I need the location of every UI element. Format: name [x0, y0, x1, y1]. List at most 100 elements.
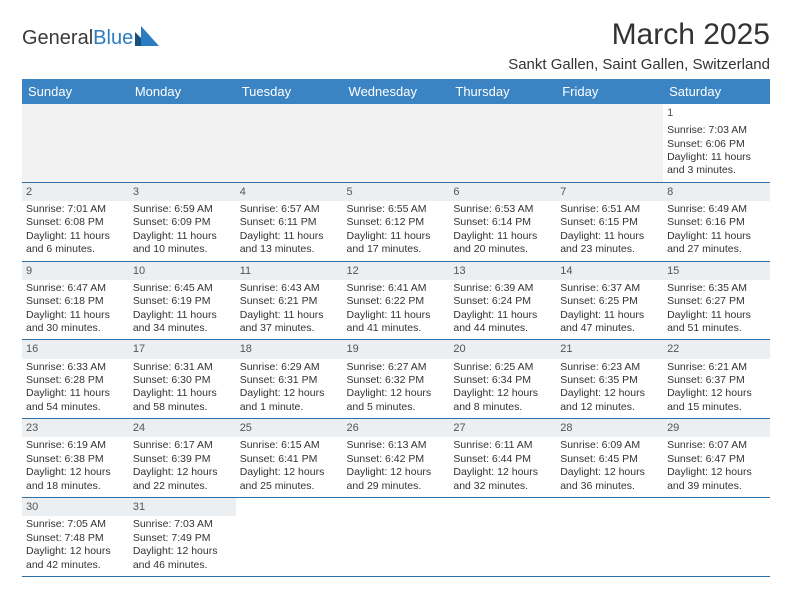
- d2-text: and 58 minutes.: [133, 401, 232, 414]
- calendar-cell: [449, 498, 556, 577]
- day-number: 25: [236, 419, 343, 437]
- calendar-cell: [236, 498, 343, 577]
- d2-text: and 34 minutes.: [133, 322, 232, 335]
- calendar-cell: [343, 104, 450, 182]
- weekday-header: Thursday: [449, 79, 556, 104]
- d1-text: Daylight: 11 hours: [133, 309, 232, 322]
- day-number: 13: [449, 262, 556, 280]
- weekday-header: Wednesday: [343, 79, 450, 104]
- d1-text: Daylight: 11 hours: [347, 230, 446, 243]
- sunset-text: Sunset: 6:16 PM: [667, 216, 766, 229]
- d2-text: and 15 minutes.: [667, 401, 766, 414]
- sunrise-text: Sunrise: 6:13 AM: [347, 439, 446, 452]
- day-number: 22: [663, 340, 770, 358]
- sunset-text: Sunset: 6:15 PM: [560, 216, 659, 229]
- d2-text: and 20 minutes.: [453, 243, 552, 256]
- d1-text: Daylight: 12 hours: [26, 545, 125, 558]
- d2-text: and 29 minutes.: [347, 480, 446, 493]
- calendar-cell: [22, 104, 129, 182]
- sunrise-text: Sunrise: 6:31 AM: [133, 361, 232, 374]
- d1-text: Daylight: 12 hours: [26, 466, 125, 479]
- weekday-header: Tuesday: [236, 79, 343, 104]
- d1-text: Daylight: 11 hours: [26, 387, 125, 400]
- d2-text: and 12 minutes.: [560, 401, 659, 414]
- calendar-cell: 22Sunrise: 6:21 AMSunset: 6:37 PMDayligh…: [663, 340, 770, 419]
- sunset-text: Sunset: 6:22 PM: [347, 295, 446, 308]
- sunset-text: Sunset: 6:47 PM: [667, 453, 766, 466]
- d1-text: Daylight: 12 hours: [453, 466, 552, 479]
- sunrise-text: Sunrise: 6:09 AM: [560, 439, 659, 452]
- d2-text: and 47 minutes.: [560, 322, 659, 335]
- sunrise-text: Sunrise: 7:01 AM: [26, 203, 125, 216]
- d2-text: and 6 minutes.: [26, 243, 125, 256]
- d2-text: and 37 minutes.: [240, 322, 339, 335]
- calendar-cell: 16Sunrise: 6:33 AMSunset: 6:28 PMDayligh…: [22, 340, 129, 419]
- sunrise-text: Sunrise: 7:03 AM: [667, 124, 766, 137]
- day-number: 28: [556, 419, 663, 437]
- day-number: 29: [663, 419, 770, 437]
- day-number: 27: [449, 419, 556, 437]
- sunrise-text: Sunrise: 7:03 AM: [133, 518, 232, 531]
- day-number: 23: [22, 419, 129, 437]
- calendar-table: Sunday Monday Tuesday Wednesday Thursday…: [22, 79, 770, 577]
- logo-text: GeneralBlue: [22, 27, 133, 50]
- d1-text: Daylight: 11 hours: [133, 387, 232, 400]
- logo-mark-icon: [135, 26, 161, 51]
- d2-text: and 54 minutes.: [26, 401, 125, 414]
- day-number: 2: [22, 183, 129, 201]
- logo-word2: Blue: [93, 27, 133, 49]
- sunset-text: Sunset: 6:14 PM: [453, 216, 552, 229]
- d1-text: Daylight: 12 hours: [240, 466, 339, 479]
- d2-text: and 1 minute.: [240, 401, 339, 414]
- calendar-cell: 31Sunrise: 7:03 AMSunset: 7:49 PMDayligh…: [129, 498, 236, 577]
- d1-text: Daylight: 11 hours: [133, 230, 232, 243]
- calendar-cell: 5Sunrise: 6:55 AMSunset: 6:12 PMDaylight…: [343, 182, 450, 261]
- sunrise-text: Sunrise: 7:05 AM: [26, 518, 125, 531]
- calendar-cell: 11Sunrise: 6:43 AMSunset: 6:21 PMDayligh…: [236, 261, 343, 340]
- calendar-row: 2Sunrise: 7:01 AMSunset: 6:08 PMDaylight…: [22, 182, 770, 261]
- month-title: March 2025: [508, 18, 770, 52]
- sunrise-text: Sunrise: 6:07 AM: [667, 439, 766, 452]
- calendar-cell: 6Sunrise: 6:53 AMSunset: 6:14 PMDaylight…: [449, 182, 556, 261]
- sunset-text: Sunset: 7:48 PM: [26, 532, 125, 545]
- sunset-text: Sunset: 6:09 PM: [133, 216, 232, 229]
- day-number: 30: [22, 498, 129, 516]
- calendar-cell: 14Sunrise: 6:37 AMSunset: 6:25 PMDayligh…: [556, 261, 663, 340]
- weekday-header: Monday: [129, 79, 236, 104]
- sunrise-text: Sunrise: 6:17 AM: [133, 439, 232, 452]
- d1-text: Daylight: 11 hours: [26, 230, 125, 243]
- sunrise-text: Sunrise: 6:45 AM: [133, 282, 232, 295]
- calendar-cell: 3Sunrise: 6:59 AMSunset: 6:09 PMDaylight…: [129, 182, 236, 261]
- weekday-header: Friday: [556, 79, 663, 104]
- sunrise-text: Sunrise: 6:27 AM: [347, 361, 446, 374]
- title-block: March 2025 Sankt Gallen, Saint Gallen, S…: [508, 18, 770, 73]
- d1-text: Daylight: 11 hours: [453, 230, 552, 243]
- d2-text: and 5 minutes.: [347, 401, 446, 414]
- calendar-cell: 8Sunrise: 6:49 AMSunset: 6:16 PMDaylight…: [663, 182, 770, 261]
- d2-text: and 23 minutes.: [560, 243, 659, 256]
- d1-text: Daylight: 12 hours: [347, 387, 446, 400]
- calendar-cell: [343, 498, 450, 577]
- sunset-text: Sunset: 6:27 PM: [667, 295, 766, 308]
- sunset-text: Sunset: 6:24 PM: [453, 295, 552, 308]
- d2-text: and 18 minutes.: [26, 480, 125, 493]
- sunrise-text: Sunrise: 6:19 AM: [26, 439, 125, 452]
- d2-text: and 10 minutes.: [133, 243, 232, 256]
- calendar-row: 16Sunrise: 6:33 AMSunset: 6:28 PMDayligh…: [22, 340, 770, 419]
- sunset-text: Sunset: 6:11 PM: [240, 216, 339, 229]
- calendar-cell: 1Sunrise: 7:03 AMSunset: 6:06 PMDaylight…: [663, 104, 770, 182]
- d2-text: and 51 minutes.: [667, 322, 766, 335]
- day-number: 20: [449, 340, 556, 358]
- calendar-cell: 27Sunrise: 6:11 AMSunset: 6:44 PMDayligh…: [449, 419, 556, 498]
- calendar-cell: 9Sunrise: 6:47 AMSunset: 6:18 PMDaylight…: [22, 261, 129, 340]
- sunset-text: Sunset: 6:44 PM: [453, 453, 552, 466]
- calendar-row: 9Sunrise: 6:47 AMSunset: 6:18 PMDaylight…: [22, 261, 770, 340]
- sunset-text: Sunset: 6:06 PM: [667, 138, 766, 151]
- sunrise-text: Sunrise: 6:43 AM: [240, 282, 339, 295]
- location: Sankt Gallen, Saint Gallen, Switzerland: [508, 56, 770, 73]
- d1-text: Daylight: 12 hours: [667, 466, 766, 479]
- sunrise-text: Sunrise: 6:29 AM: [240, 361, 339, 374]
- d2-text: and 36 minutes.: [560, 480, 659, 493]
- d2-text: and 27 minutes.: [667, 243, 766, 256]
- sunrise-text: Sunrise: 6:47 AM: [26, 282, 125, 295]
